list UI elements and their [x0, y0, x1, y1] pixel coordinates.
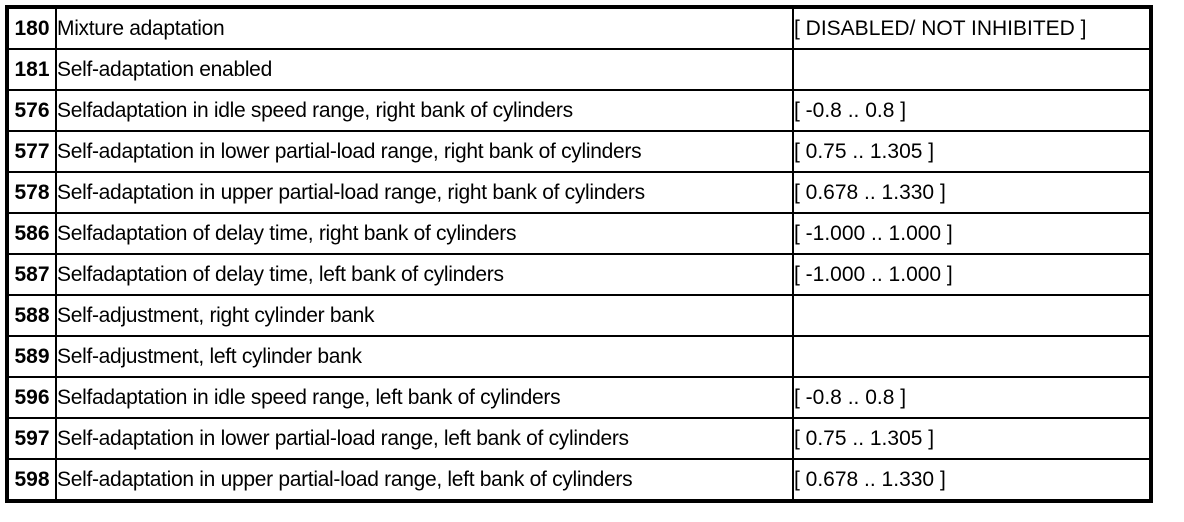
- param-description: Self-adaptation in upper partial-load ra…: [55, 458, 794, 502]
- table-row: 596 Selfadaptation in idle speed range, …: [6, 376, 1152, 419]
- param-description: Self-adaptation enabled: [55, 48, 794, 91]
- table-row: 578 Self-adaptation in upper partial-loa…: [6, 171, 1152, 214]
- param-code: 578: [6, 171, 57, 214]
- param-range: [792, 294, 1152, 337]
- param-code: 597: [6, 417, 57, 460]
- table-row: 586 Selfadaptation of delay time, right …: [6, 212, 1152, 255]
- param-range: [792, 335, 1152, 378]
- table-row: 589 Self-adjustment, left cylinder bank: [6, 335, 1152, 378]
- table-row: 180 Mixture adaptation [ DISABLED/ NOT I…: [6, 6, 1152, 50]
- param-range: [ 0.678 .. 1.330 ]: [792, 458, 1152, 502]
- table-row: 181 Self-adaptation enabled: [6, 48, 1152, 91]
- param-code: 589: [6, 335, 57, 378]
- table-row: 577 Self-adaptation in lower partial-loa…: [6, 130, 1152, 173]
- param-range: [ 0.75 .. 1.305 ]: [792, 130, 1152, 173]
- document-page: 180 Mixture adaptation [ DISABLED/ NOT I…: [5, 5, 1153, 503]
- param-range: [ DISABLED/ NOT INHIBITED ]: [792, 6, 1152, 50]
- param-description: Selfadaptation in idle speed range, left…: [55, 376, 794, 419]
- param-description: Self-adaptation in lower partial-load ra…: [55, 417, 794, 460]
- param-description: Selfadaptation of delay time, right bank…: [55, 212, 794, 255]
- param-range: [ 0.678 .. 1.330 ]: [792, 171, 1152, 214]
- table-row: 597 Self-adaptation in lower partial-loa…: [6, 417, 1152, 460]
- param-range: [ -0.8 .. 0.8 ]: [792, 89, 1152, 132]
- table-row: 587 Selfadaptation of delay time, left b…: [6, 253, 1152, 296]
- param-code: 180: [6, 6, 57, 50]
- table-row: 598 Self-adaptation in upper partial-loa…: [6, 458, 1152, 502]
- param-code: 576: [6, 89, 57, 132]
- param-description: Self-adjustment, right cylinder bank: [55, 294, 794, 337]
- param-description: Self-adaptation in upper partial-load ra…: [55, 171, 794, 214]
- param-code: 181: [6, 48, 57, 91]
- param-code: 577: [6, 130, 57, 173]
- parameter-table: 180 Mixture adaptation [ DISABLED/ NOT I…: [5, 5, 1153, 503]
- param-description: Self-adaptation in lower partial-load ra…: [55, 130, 794, 173]
- param-code: 598: [6, 458, 57, 502]
- param-range: [ -1.000 .. 1.000 ]: [792, 253, 1152, 296]
- param-code: 596: [6, 376, 57, 419]
- param-code: 588: [6, 294, 57, 337]
- param-code: 587: [6, 253, 57, 296]
- param-range: [ -1.000 .. 1.000 ]: [792, 212, 1152, 255]
- param-range: [ 0.75 .. 1.305 ]: [792, 417, 1152, 460]
- table-row: 576 Selfadaptation in idle speed range, …: [6, 89, 1152, 132]
- param-description: Self-adjustment, left cylinder bank: [55, 335, 794, 378]
- table-row: 588 Self-adjustment, right cylinder bank: [6, 294, 1152, 337]
- param-description: Selfadaptation of delay time, left bank …: [55, 253, 794, 296]
- param-description: Mixture adaptation: [55, 6, 794, 50]
- param-code: 586: [6, 212, 57, 255]
- table-body: 180 Mixture adaptation [ DISABLED/ NOT I…: [6, 6, 1152, 502]
- param-description: Selfadaptation in idle speed range, righ…: [55, 89, 794, 132]
- param-range: [792, 48, 1152, 91]
- param-range: [ -0.8 .. 0.8 ]: [792, 376, 1152, 419]
